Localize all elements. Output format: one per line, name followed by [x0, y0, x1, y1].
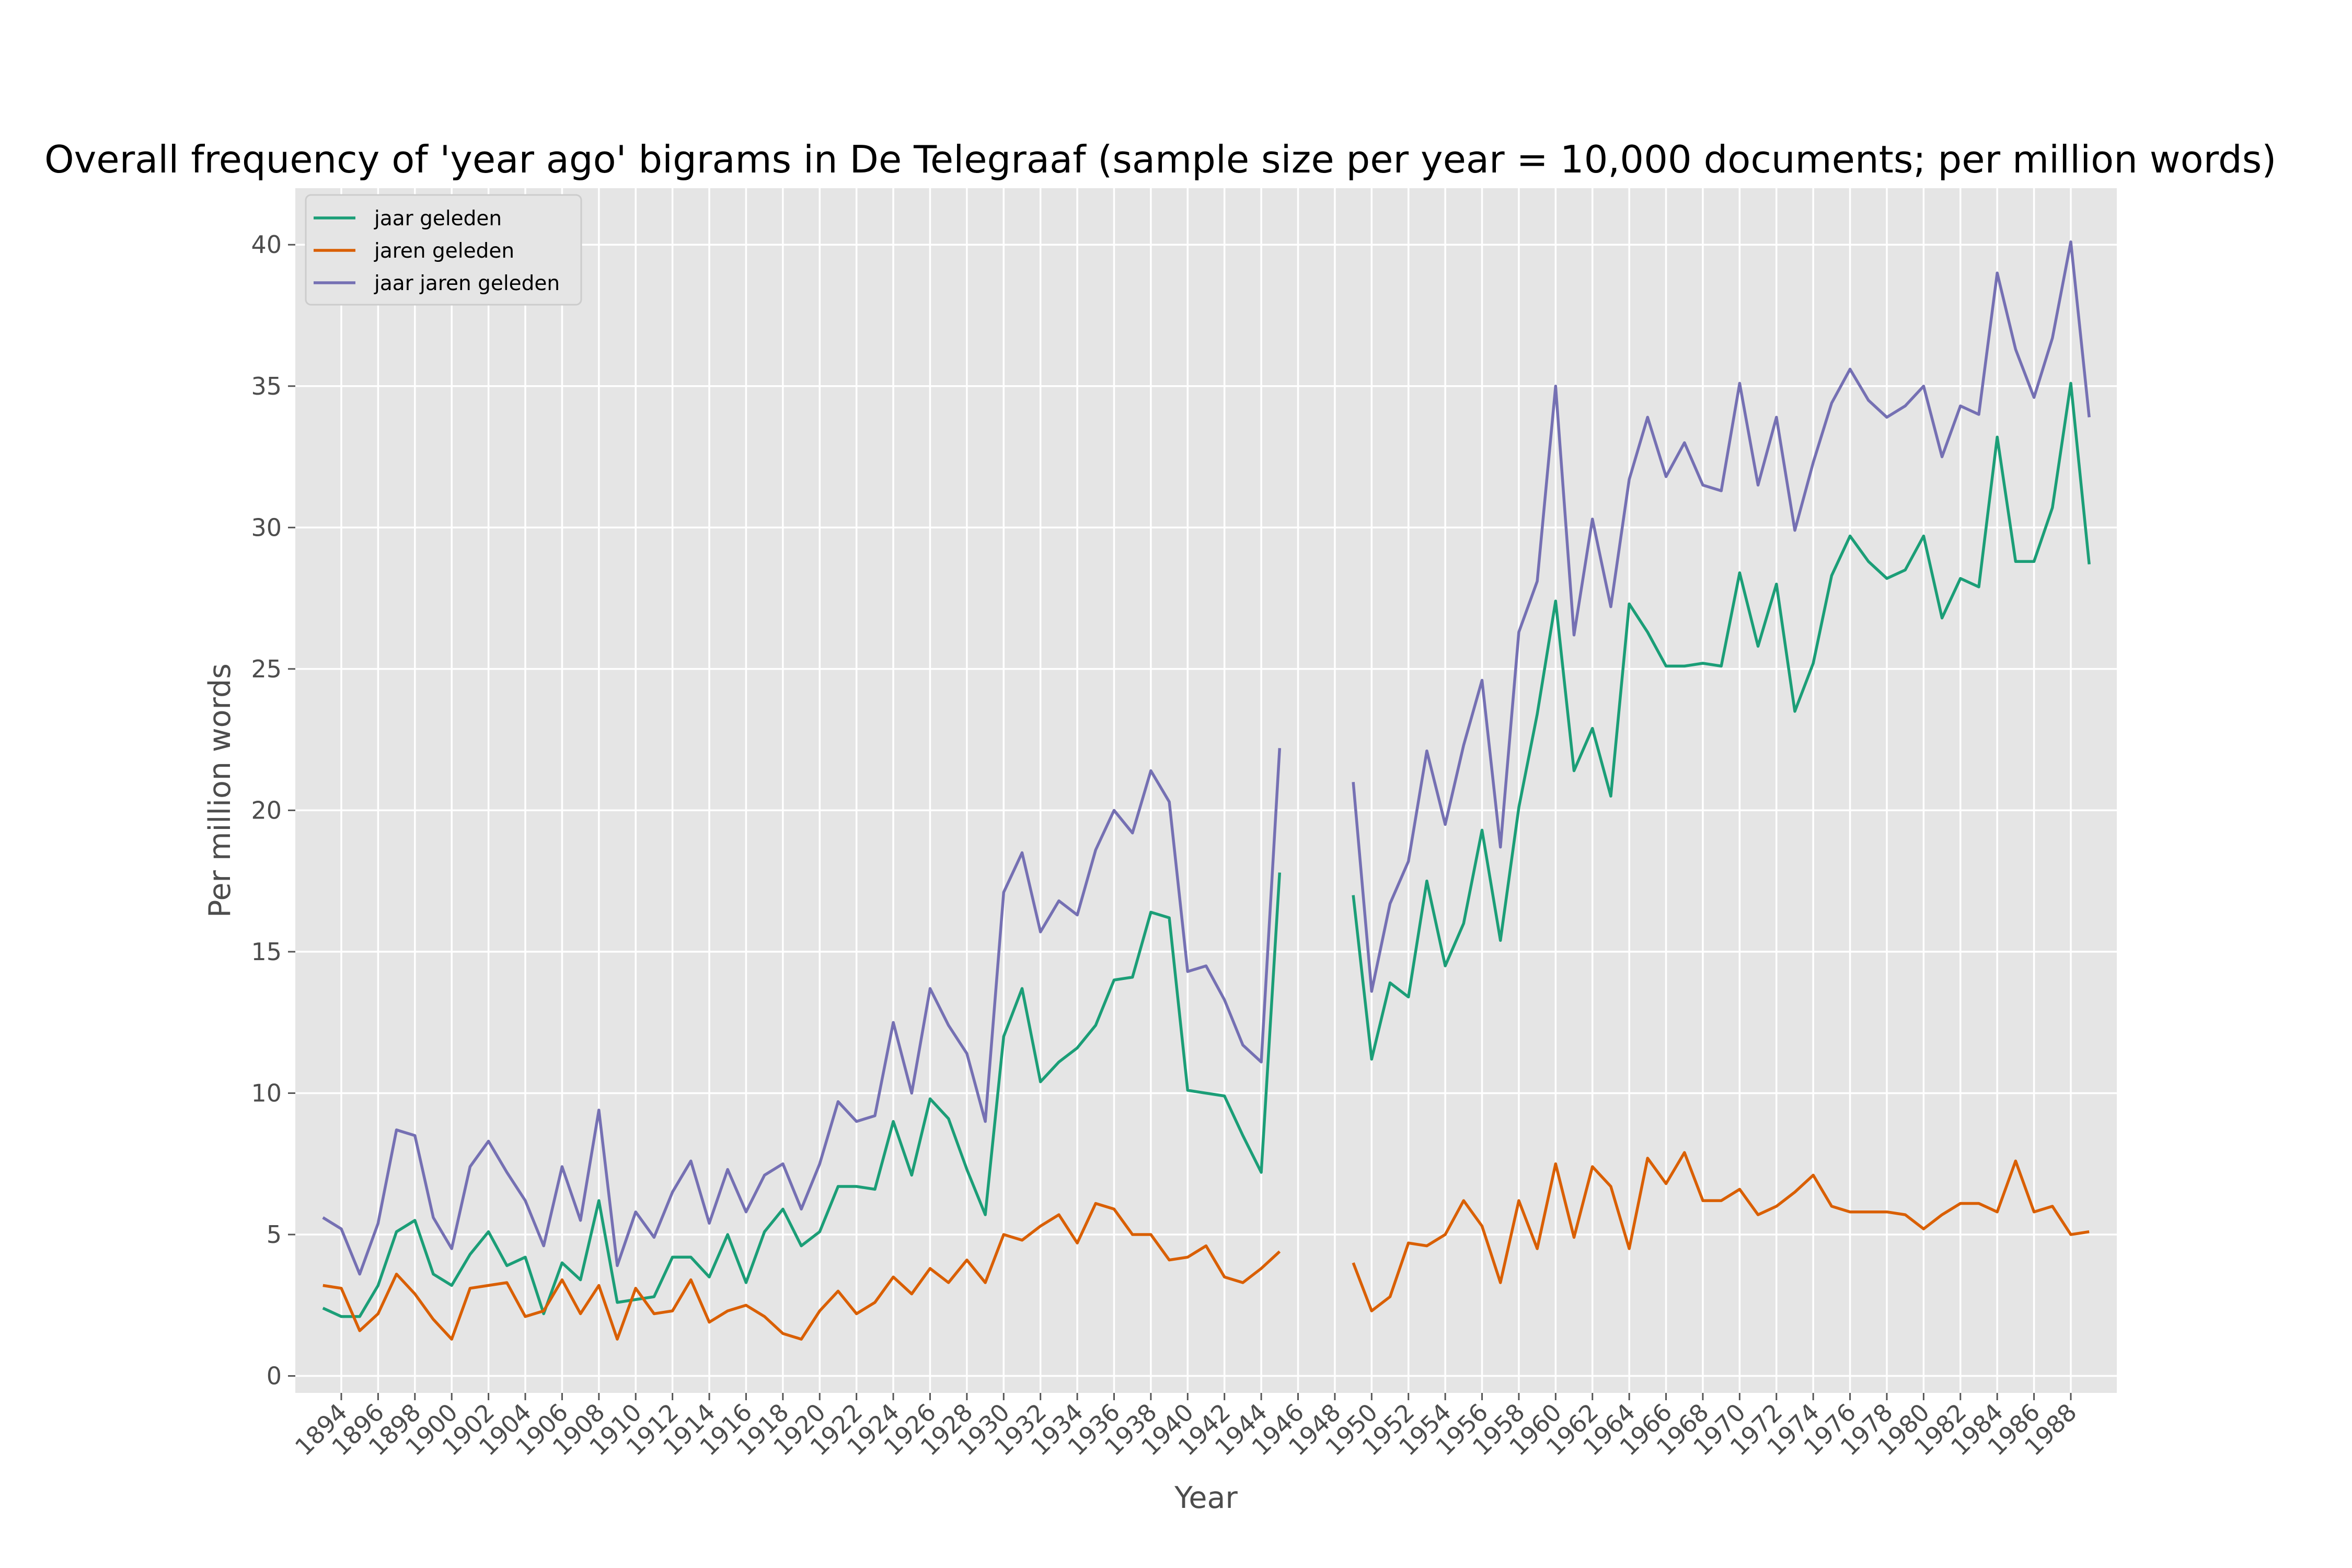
series-layer: [322, 240, 2091, 1341]
y-tick-label: 40: [251, 230, 282, 259]
y-tick-label: 30: [251, 513, 282, 541]
grid: [295, 188, 2117, 1393]
plot-area: [295, 188, 2117, 1393]
series-line-jaar-jaren-geleden: [322, 240, 2091, 1276]
legend-label: jaar jaren geleden: [374, 272, 560, 295]
series-line-jaren-geleden: [322, 1151, 2090, 1341]
y-tick-label: 20: [251, 796, 282, 824]
legend-label: jaren geleden: [374, 239, 514, 263]
y-tick-label: 35: [251, 372, 282, 400]
y-tick-label: 10: [251, 1079, 282, 1107]
legend: jaar geleden jaren geleden jaar jaren gele…: [305, 194, 582, 306]
y-axis-ticks: 0 5 10 15 20 25 30 35 40: [251, 230, 295, 1390]
y-tick-label: 15: [251, 938, 282, 966]
chart-title: Overall frequency of 'year ago' bigrams …: [44, 137, 2276, 181]
y-tick-label: 0: [267, 1362, 282, 1390]
y-axis-label: Per million words: [203, 663, 237, 918]
legend-frame: [305, 194, 582, 306]
y-tick-label: 25: [251, 655, 282, 683]
x-axis-label: Year: [1174, 1481, 1238, 1515]
x-axis-ticks: 1894189618981900190219041906190819101912…: [290, 1393, 2082, 1461]
series-line-jaar-geleden: [322, 382, 2091, 1318]
legend-label: jaar geleden: [374, 207, 502, 230]
y-tick-label: 5: [267, 1220, 282, 1249]
